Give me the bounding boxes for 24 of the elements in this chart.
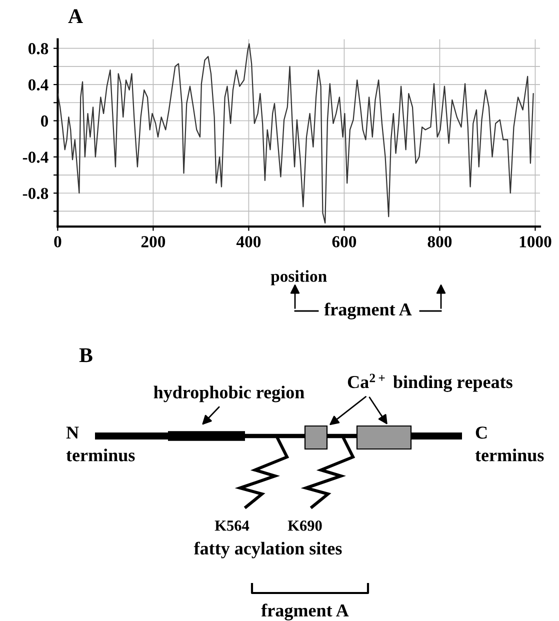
text: K564: [214, 520, 250, 531]
text: K690: [288, 520, 322, 531]
x-tick-label: 800: [428, 236, 452, 248]
y-tick-label: 0.4: [28, 79, 48, 91]
line-series: [58, 43, 534, 224]
chart-title: A: [68, 9, 83, 24]
text: hydrophobic region: [154, 386, 304, 402]
y-tick-label: 0.8: [28, 43, 48, 54]
x-axis-title: position: [270, 270, 327, 286]
text: fragment A: [261, 604, 349, 620]
y-tick-label: 0: [40, 115, 48, 127]
text: fatty acylation sites: [194, 542, 342, 558]
text: Ca$^{2+}$ binding repeats: [348, 374, 512, 392]
x-tick-label: 600: [332, 236, 356, 248]
text: N terminus: [66, 426, 135, 462]
y-tick-label: -0.4: [22, 152, 48, 163]
y-tick-label: -0.8: [22, 188, 48, 200]
x-tick-label: 1000: [520, 236, 552, 248]
x-tick-label: 0: [54, 236, 62, 248]
text: fragment A: [324, 302, 412, 320]
text: C terminus: [475, 426, 544, 462]
x-tick-label: 400: [236, 236, 261, 248]
text: B: [79, 348, 92, 362]
x-tick-label: 200: [141, 236, 166, 248]
